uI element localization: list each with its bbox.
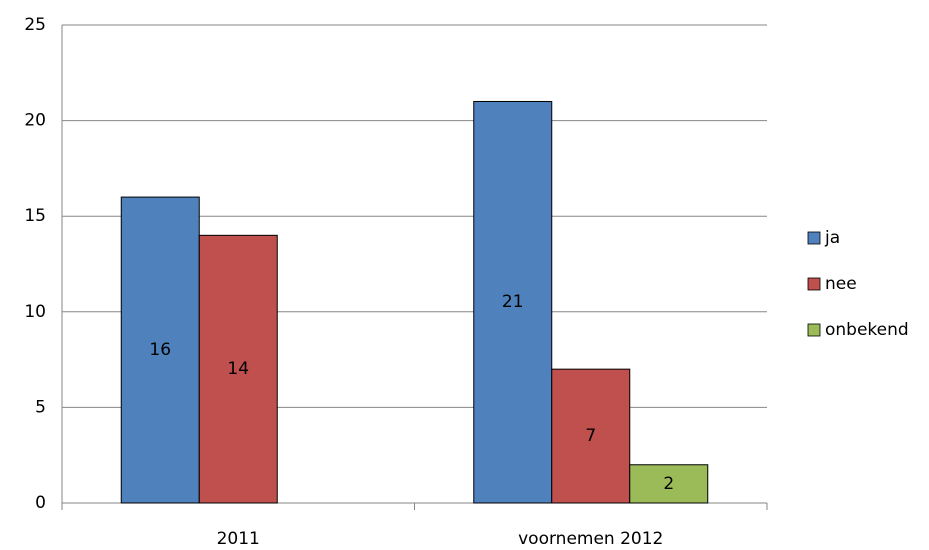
legend-swatch (807, 277, 821, 291)
y-tick-label: 5 (35, 397, 46, 417)
legend-swatch (807, 231, 821, 245)
data-label: 16 (149, 340, 171, 360)
bar (629, 464, 709, 504)
legend-label: ja (824, 228, 840, 248)
bar (551, 368, 631, 504)
legend-label: onbekend (825, 320, 909, 340)
y-tick-label: 25 (24, 15, 46, 35)
data-label: 7 (585, 426, 596, 446)
x-tick-label: 2011 (217, 529, 260, 549)
bar (120, 196, 200, 504)
data-label: 21 (502, 292, 524, 312)
y-tick-label: 10 (24, 302, 46, 322)
bar (473, 100, 553, 504)
y-tick-label: 15 (24, 206, 46, 226)
legend-label: nee (825, 274, 857, 294)
data-label: 2 (663, 474, 674, 494)
bar (198, 234, 278, 504)
y-tick-label: 20 (24, 111, 46, 131)
data-label: 14 (227, 359, 249, 379)
y-tick-label: 0 (35, 493, 46, 513)
x-tick-label: voornemen 2012 (518, 529, 663, 549)
legend-swatch (807, 323, 821, 337)
